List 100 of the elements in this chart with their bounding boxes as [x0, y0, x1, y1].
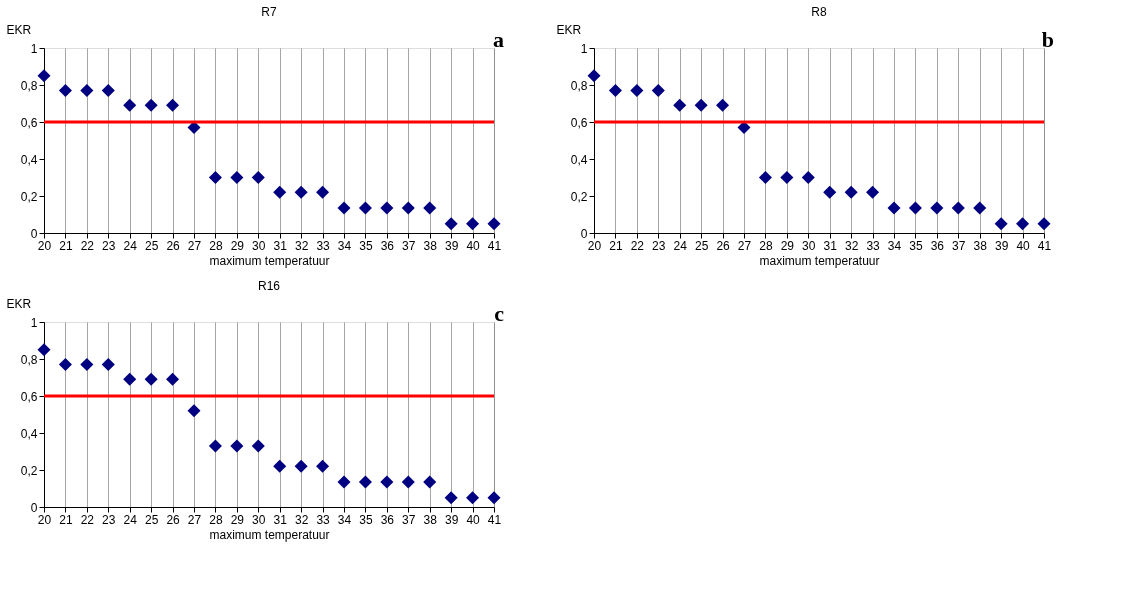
x-tick-label: 29: [780, 238, 795, 253]
x-tick-label: 28: [209, 512, 223, 527]
y-tick-label: 0: [30, 226, 38, 241]
point: [608, 84, 622, 98]
y-tick-label: 0,2: [20, 463, 38, 478]
x-tick-label: 25: [144, 512, 159, 527]
point: [337, 201, 351, 215]
point: [80, 84, 94, 98]
point: [587, 69, 601, 83]
x-tick-label: 31: [273, 512, 288, 527]
x-tick-label: 28: [759, 238, 773, 253]
x-tick-label: 25: [694, 238, 709, 253]
point: [251, 439, 265, 453]
x-axis-title: maximum temperatuur: [759, 253, 880, 268]
x-tick-label: 39: [444, 512, 459, 527]
point: [1037, 217, 1051, 231]
x-tick-label: 23: [102, 512, 116, 527]
point: [737, 121, 751, 135]
x-tick-label: 30: [252, 512, 266, 527]
x-tick-label: 20: [587, 238, 602, 253]
x-tick-label: 35: [909, 238, 923, 253]
y-tick-label: 1: [30, 315, 38, 330]
point: [1016, 217, 1030, 231]
point: [187, 121, 201, 135]
x-tick-label: 26: [166, 512, 181, 527]
point: [123, 98, 137, 112]
point: [380, 475, 394, 489]
x-tick-label: 27: [187, 512, 202, 527]
x-tick-label: 33: [316, 238, 331, 253]
point: [80, 358, 94, 372]
point: [401, 201, 415, 215]
point: [37, 343, 51, 357]
point: [466, 217, 480, 231]
y-tick-label: 0,4: [570, 152, 588, 167]
y-tick-label: 0: [580, 226, 588, 241]
x-tick-label: 33: [866, 238, 881, 253]
point: [380, 201, 394, 215]
point: [444, 217, 458, 231]
x-tick-label: 30: [252, 238, 266, 253]
x-tick-label: 27: [187, 238, 202, 253]
point: [487, 217, 501, 231]
x-tick-label: 31: [823, 238, 838, 253]
point: [208, 170, 222, 185]
y-tick-label: 0,4: [20, 152, 38, 167]
point: [466, 491, 480, 505]
x-tick-label: 41: [487, 512, 502, 527]
y-tick-label: 0,4: [20, 426, 38, 441]
point: [294, 185, 308, 199]
point: [358, 475, 372, 489]
x-tick-label: 32: [294, 512, 309, 527]
point: [187, 404, 201, 418]
point: [487, 491, 501, 505]
x-tick-label: 34: [337, 512, 352, 527]
x-tick-label: 32: [844, 238, 859, 253]
x-tick-label: 31: [273, 238, 288, 253]
point: [823, 185, 837, 199]
x-tick-label: 36: [380, 238, 395, 253]
x-tick-label: 21: [59, 512, 73, 527]
y-tick-label: 0: [30, 500, 38, 515]
point: [866, 185, 880, 199]
x-tick-label: 35: [359, 512, 373, 527]
x-tick-label: 28: [209, 238, 223, 253]
point: [58, 84, 72, 98]
x-tick-label: 36: [380, 512, 395, 527]
x-tick-label: 41: [1037, 238, 1052, 253]
y-tick-label: 0,6: [20, 389, 38, 404]
point: [651, 84, 665, 98]
annotation: a: [493, 27, 504, 52]
annotation: c: [494, 301, 505, 326]
x-tick-label: 24: [123, 238, 138, 253]
y-axis-title: EKR: [6, 22, 32, 37]
point: [230, 170, 244, 185]
y-tick-label: 0,8: [20, 78, 38, 93]
x-tick-label: 37: [402, 238, 416, 253]
x-tick-label: 23: [102, 238, 116, 253]
y-tick-label: 0,8: [20, 352, 38, 367]
point: [780, 170, 794, 185]
y-tick-label: 0,6: [20, 115, 38, 130]
x-tick-label: 40: [1016, 238, 1031, 253]
point: [423, 201, 437, 215]
point: [316, 459, 330, 473]
x-tick-label: 22: [80, 512, 95, 527]
x-tick-label: 29: [230, 238, 245, 253]
y-tick-label: 1: [30, 41, 38, 56]
x-tick-label: 20: [37, 238, 52, 253]
x-tick-label: 25: [144, 238, 159, 253]
point: [144, 372, 158, 386]
x-tick-label: 33: [316, 512, 331, 527]
x-tick-label: 39: [444, 238, 459, 253]
x-axis-title: maximum temperatuur: [209, 527, 330, 542]
point: [166, 98, 180, 112]
point: [423, 475, 437, 489]
point: [144, 98, 158, 112]
point: [273, 185, 287, 199]
x-tick-label: 23: [652, 238, 666, 253]
point: [973, 201, 987, 215]
point: [401, 475, 415, 489]
x-tick-label: 27: [737, 238, 752, 253]
point: [123, 372, 137, 386]
x-tick-label: 41: [487, 238, 502, 253]
